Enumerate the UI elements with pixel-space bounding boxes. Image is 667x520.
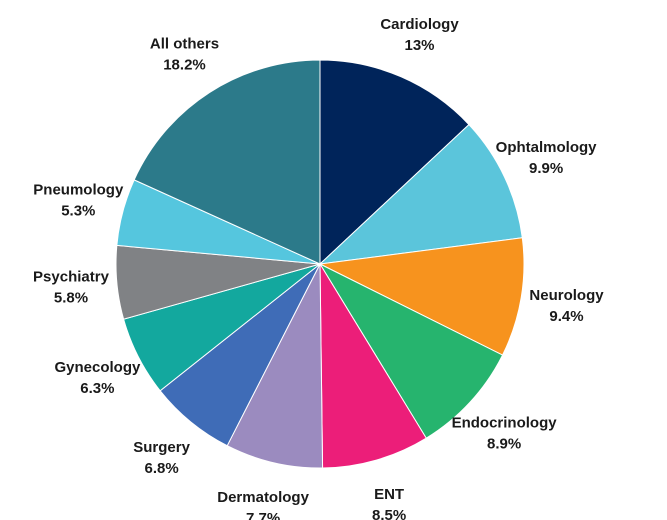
slice-value-gynecology: 6.3% [80,380,114,397]
slice-value-cardiology: 13% [404,37,434,54]
pie-slice-cardiology [319,59,470,266]
slice-value-dermatology: 7.7% [246,510,280,520]
slice-label-ophtalmology: Ophtalmology [496,139,597,156]
slice-label-psychiatry: Psychiatry [33,268,110,285]
slice-value-all-others: 18.2% [163,56,206,73]
pie-slice-neurology [318,237,525,356]
slice-value-ophtalmology: 9.9% [529,160,563,177]
slice-label-endocrinology: Endocrinology [452,415,558,432]
slice-label-ent: ENT [374,486,404,503]
pie-slice-all-others [133,59,321,265]
pie-slice-endocrinology [318,262,504,439]
pie-slices [115,59,525,469]
slice-value-neurology: 9.4% [549,308,583,325]
slice-value-endocrinology: 8.9% [487,436,521,453]
pie-labels: Cardiology 13% Ophtalmology 9.9% Neurology 9.… [33,16,604,520]
slice-label-pneumology: Pneumology [33,182,124,199]
slice-label-all-others: All others [150,35,219,52]
slice-label-surgery: Surgery [133,439,190,456]
slice-label-dermatology: Dermatology [217,489,309,506]
pie-slice-ophtalmology [318,123,523,265]
slice-label-cardiology: Cardiology [380,16,459,33]
pie-slice-dermatology [226,263,324,469]
slice-value-ent: 8.5% [372,507,406,520]
pie-slice-ent [319,262,427,469]
slice-value-surgery: 6.8% [144,460,178,477]
slice-value-psychiatry: 5.8% [54,289,88,306]
slice-value-pneumology: 5.3% [61,203,95,220]
slice-label-gynecology: Gynecology [54,359,141,376]
slice-label-neurology: Neurology [529,287,604,304]
